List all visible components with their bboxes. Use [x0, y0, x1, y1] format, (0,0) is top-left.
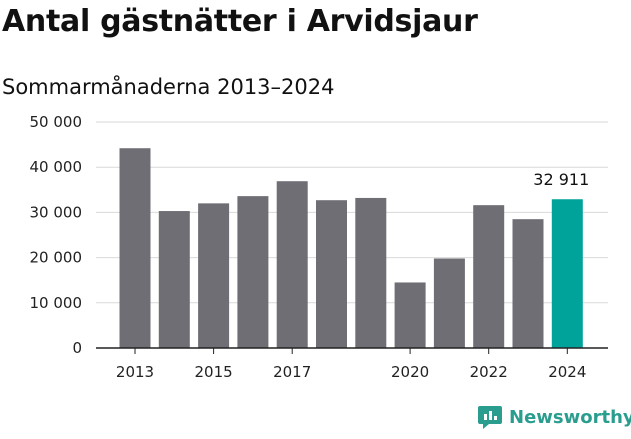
chart-subtitle: Sommarmånaderna 2013–2024 — [2, 75, 335, 99]
bar-2015 — [198, 203, 230, 348]
x-tick-label: 2015 — [195, 363, 233, 381]
y-tick-label: 40 000 — [30, 158, 83, 176]
bar-2021 — [433, 258, 465, 348]
y-axis-tick-labels: 0 10 000 20 000 30 000 40 000 50 000 — [30, 113, 83, 357]
y-tick-label: 20 000 — [30, 249, 83, 267]
bar-2014 — [158, 211, 190, 348]
bar-2016 — [237, 196, 269, 348]
x-tick-label: 2020 — [391, 363, 429, 381]
bar-2023 — [512, 219, 544, 348]
bar-2013 — [119, 148, 151, 348]
bar-2018 — [316, 200, 347, 348]
x-axis-tick-labels: 2013 2015 2017 2020 2022 2024 — [116, 363, 586, 381]
x-axis — [96, 347, 608, 354]
x-tick-label: 2022 — [470, 363, 508, 381]
x-tick-label: 2013 — [116, 363, 154, 381]
bar-2019 — [355, 197, 387, 348]
bar-2020 — [394, 282, 426, 348]
brand-name: Newsworthy — [509, 406, 631, 428]
data-labels: 32 911 — [533, 170, 589, 189]
bars — [119, 148, 583, 348]
bar-2022 — [473, 205, 505, 348]
y-tick-label: 50 000 — [30, 113, 83, 131]
x-tick-label: 2024 — [548, 363, 586, 381]
y-tick-label: 10 000 — [30, 294, 83, 312]
y-tick-label: 30 000 — [30, 203, 83, 221]
newsworthy-logo: Newsworthy — [477, 404, 631, 430]
data-label: 32 911 — [533, 170, 589, 189]
bar-2017 — [276, 181, 308, 348]
y-tick-label: 0 — [72, 339, 82, 357]
chart-title: Antal gästnätter i Arvidsjaur — [2, 4, 478, 39]
newsworthy-icon — [478, 406, 502, 429]
x-tick-label: 2017 — [273, 363, 311, 381]
bar-2024 — [551, 199, 583, 348]
